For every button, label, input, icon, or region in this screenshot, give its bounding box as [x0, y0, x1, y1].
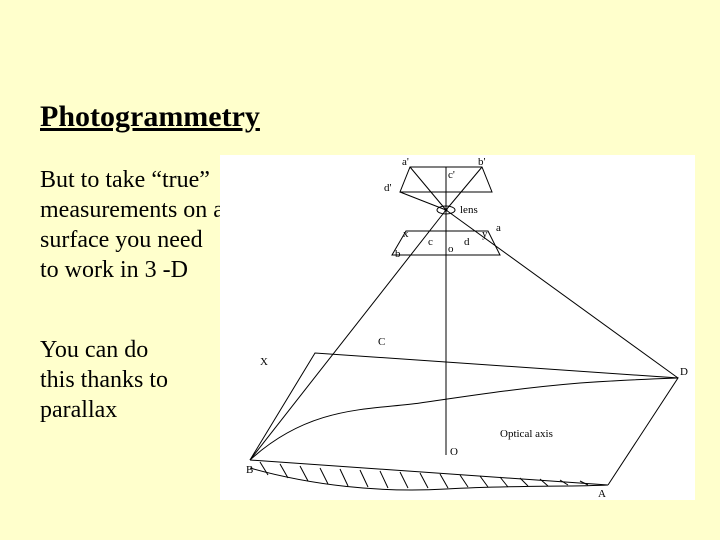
label-a: a [496, 222, 501, 234]
label-cap-x: X [260, 356, 268, 368]
label-d-prime: d' [384, 182, 392, 194]
label-lens: lens [460, 204, 478, 216]
label-x: x [403, 228, 409, 240]
slide: Photogrammetry But to take “true” measur… [0, 0, 720, 540]
label-cap-d: D [680, 366, 688, 378]
terrain-surface-icon [250, 378, 678, 490]
photogrammetry-diagram: a' b' c' d' lens b a c d o x y [220, 155, 695, 500]
label-cap-c: C [378, 336, 385, 348]
ground-hatch-icon [260, 462, 588, 488]
label-b: b [395, 248, 401, 260]
label-c-prime: c' [448, 169, 455, 181]
ground-plane-icon [250, 353, 678, 485]
label-cap-b: B [246, 464, 253, 476]
diagram-area: a' b' c' d' lens b a c d o x y [220, 155, 695, 500]
label-b-prime: b' [478, 156, 486, 168]
label-cap-o: O [450, 446, 458, 458]
label-a-prime: a' [402, 156, 409, 168]
label-c: c [428, 236, 433, 248]
slide-title: Photogrammetry [40, 100, 260, 134]
label-cap-a: A [598, 488, 606, 500]
label-optical-axis: Optical axis [500, 428, 553, 440]
label-o: o [448, 243, 454, 255]
slide-paragraph-2: You can do this thanks to parallax [40, 335, 168, 425]
label-d: d [464, 236, 470, 248]
